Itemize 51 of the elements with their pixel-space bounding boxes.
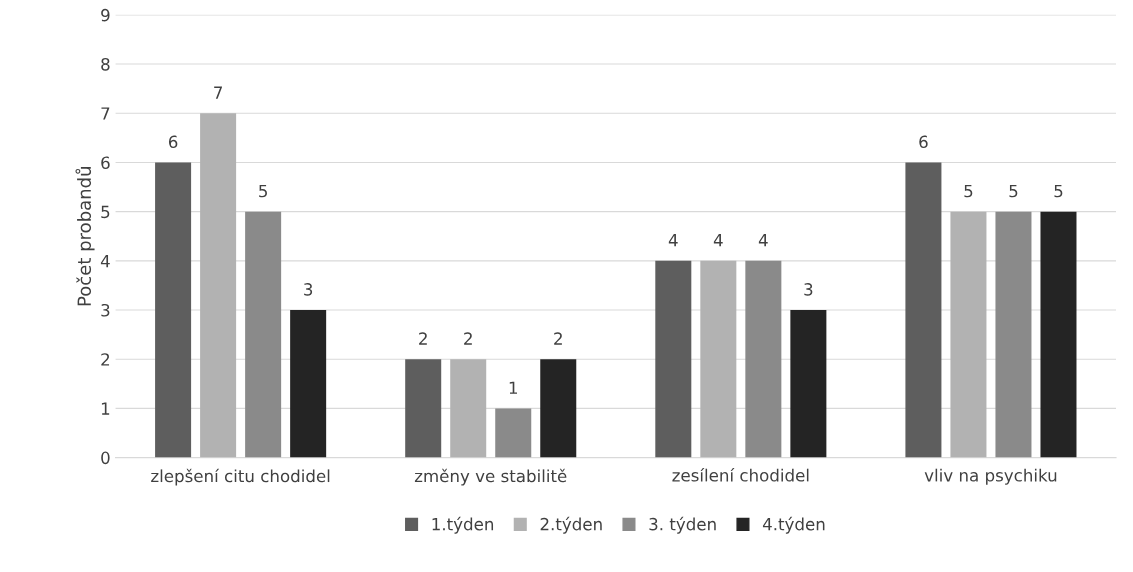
data-label: 5 bbox=[259, 184, 267, 198]
x-tick-label: vliv na psychiku bbox=[924, 468, 1057, 485]
y-tick-label: 8 bbox=[101, 58, 110, 71]
data-label: 4 bbox=[758, 234, 768, 247]
y-tick-label: 6 bbox=[101, 156, 110, 170]
data-label: 4 bbox=[668, 234, 678, 247]
y-tick-label: 9 bbox=[101, 8, 110, 22]
bar bbox=[745, 260, 782, 458]
y-tick-label: 4 bbox=[100, 255, 110, 268]
bar bbox=[950, 211, 987, 458]
bar bbox=[245, 211, 282, 458]
bar bbox=[905, 162, 942, 458]
data-label: 5 bbox=[964, 184, 973, 198]
bar bbox=[290, 310, 327, 458]
bar bbox=[495, 408, 532, 458]
data-label: 2 bbox=[554, 332, 562, 345]
y-tick-label: 0 bbox=[101, 451, 110, 465]
y-tick-label: 2 bbox=[101, 353, 110, 366]
bar bbox=[155, 162, 192, 458]
legend-label: 3. týden bbox=[649, 516, 716, 534]
legend-label: 4.týden bbox=[762, 516, 825, 534]
y-axis-title: Počet probandů bbox=[75, 167, 95, 306]
data-label: 7 bbox=[214, 86, 222, 99]
y-tick-label: 1 bbox=[101, 402, 110, 415]
x-tick-label: zlepšení citu chodidel bbox=[151, 468, 330, 486]
bar bbox=[995, 211, 1032, 458]
bar bbox=[1040, 211, 1077, 458]
y-tick-label: 5 bbox=[101, 205, 110, 219]
bar bbox=[200, 113, 237, 458]
bar bbox=[405, 359, 442, 458]
y-tick-label: 7 bbox=[101, 107, 110, 120]
data-label: 6 bbox=[919, 135, 928, 149]
data-label: 5 bbox=[1009, 184, 1018, 198]
data-label: 4 bbox=[713, 234, 723, 247]
y-tick-label: 3 bbox=[101, 303, 110, 317]
data-label: 1 bbox=[509, 381, 517, 394]
data-label: 5 bbox=[1054, 184, 1063, 198]
legend-label: 2.týden bbox=[540, 516, 602, 534]
bar bbox=[450, 359, 487, 458]
bar bbox=[700, 260, 737, 458]
legend-label: 1.týden bbox=[432, 516, 494, 534]
bar bbox=[540, 359, 577, 458]
x-tick-label: zesílení chodidel bbox=[672, 468, 809, 482]
data-label: 3 bbox=[304, 283, 313, 296]
data-label: 6 bbox=[168, 135, 178, 149]
data-label: 2 bbox=[419, 332, 427, 345]
data-label: 3 bbox=[804, 283, 813, 296]
data-label: 2 bbox=[464, 332, 472, 345]
bar bbox=[790, 310, 827, 458]
x-tick-label: změny ve stabilitě bbox=[414, 468, 567, 486]
bar bbox=[655, 260, 692, 458]
